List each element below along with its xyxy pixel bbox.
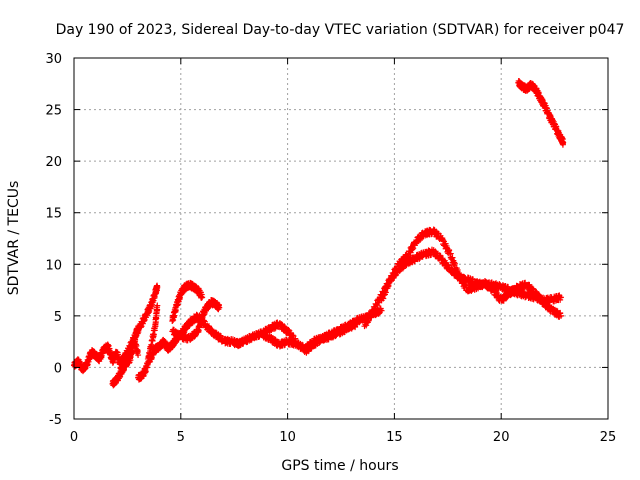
data-point (154, 302, 161, 309)
data-point (446, 246, 453, 253)
y-tick-label: 20 (45, 155, 62, 170)
data-point (154, 283, 161, 290)
data-point (141, 317, 148, 324)
y-tick-label: 10 (45, 258, 62, 273)
series-track-f (169, 279, 206, 325)
x-tick-label: 5 (177, 430, 185, 445)
data-point (529, 285, 536, 292)
x-axis-label: GPS time / hours (281, 458, 398, 474)
data-point (247, 337, 254, 344)
grid (74, 58, 608, 419)
x-tick-label: 15 (386, 430, 403, 445)
series-track-l (378, 226, 565, 320)
x-tick-label: 25 (600, 430, 617, 445)
data-point (120, 357, 127, 364)
y-tick-label: 0 (54, 361, 62, 376)
y-axis-ticks: -5 0 5 10 15 20 25 30 (45, 52, 608, 428)
data-point (132, 333, 139, 340)
data-point (135, 352, 142, 359)
x-axis-ticks: 0 5 10 15 20 25 (70, 58, 616, 445)
series-track-c (135, 302, 161, 383)
data-point (486, 281, 493, 288)
plot-frame (73, 57, 609, 420)
data-point (560, 139, 567, 146)
y-tick-label: 25 (45, 104, 62, 119)
data-point (440, 237, 447, 244)
data-point (511, 289, 518, 296)
x-tick-label: 0 (70, 430, 78, 445)
data-point (385, 282, 392, 289)
data-point (209, 327, 216, 334)
data-point (316, 339, 323, 346)
y-axis-label: SDTVAR / TECUs (6, 181, 22, 296)
series-track-m (515, 77, 567, 148)
x-tick-label: 10 (279, 430, 296, 445)
data-point (447, 250, 454, 257)
data-point (399, 265, 406, 272)
data-point (461, 281, 468, 288)
data-point (199, 294, 206, 301)
data-points (71, 77, 567, 389)
data-point (400, 258, 407, 265)
data-point (378, 307, 385, 314)
y-tick-label: 15 (45, 207, 62, 222)
y-tick-label: 5 (54, 310, 62, 325)
data-point (299, 341, 306, 348)
data-point (271, 336, 278, 343)
y-tick-label: -5 (49, 413, 62, 428)
data-point (126, 347, 133, 354)
data-point (454, 268, 461, 275)
y-tick-label: 30 (45, 52, 62, 67)
data-point (368, 312, 375, 319)
data-point (417, 237, 424, 244)
data-point (558, 312, 565, 319)
series-track-d (117, 282, 161, 366)
data-point (372, 305, 379, 312)
data-point (409, 246, 416, 253)
data-point (216, 304, 223, 311)
data-point (289, 332, 296, 339)
data-point (558, 294, 565, 301)
data-point (537, 293, 544, 300)
chart-title: Day 190 of 2023, Sidereal Day-to-day VTE… (56, 22, 625, 38)
series-track-g (169, 297, 223, 344)
data-point (389, 274, 396, 281)
data-point (138, 323, 145, 330)
data-point (148, 356, 155, 363)
data-point (462, 281, 469, 288)
data-point (451, 259, 458, 266)
data-point (504, 294, 511, 301)
x-tick-label: 20 (493, 430, 510, 445)
data-point (405, 252, 412, 259)
